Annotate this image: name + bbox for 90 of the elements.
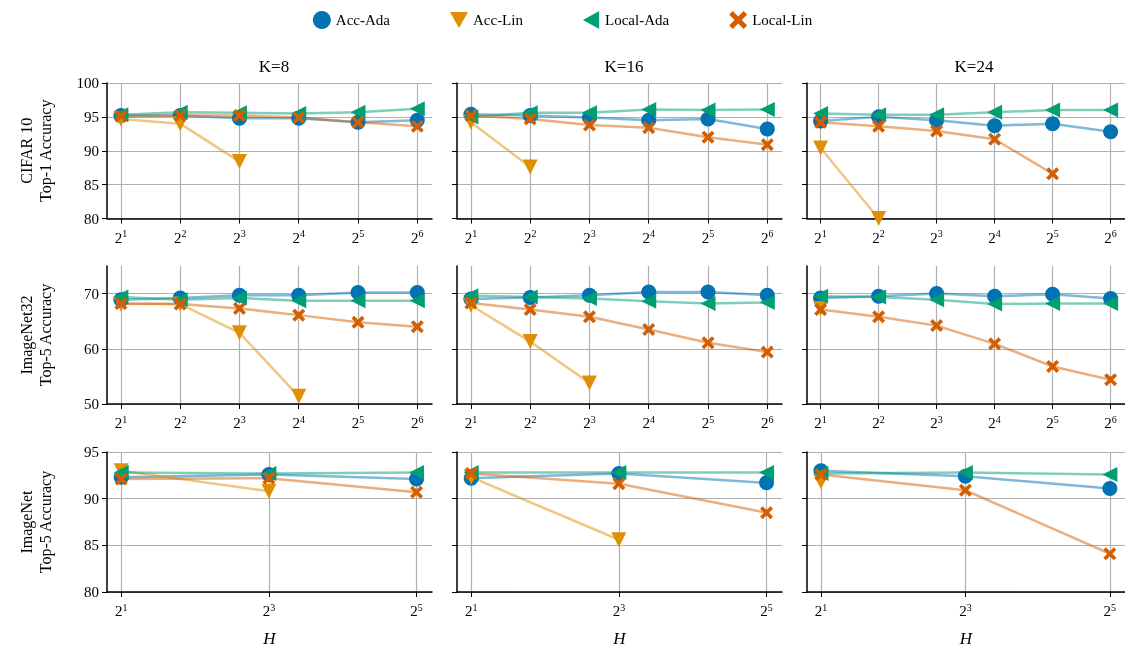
point: [759, 121, 775, 137]
point: [291, 388, 307, 404]
point: [872, 310, 886, 324]
point: [1103, 124, 1119, 140]
point: [701, 130, 715, 144]
y-axis-title: ImageNet Top-5 Accuracy: [18, 470, 55, 574]
y-tick-label: 95: [84, 444, 99, 460]
point: [409, 101, 425, 117]
x-axis-title: H: [262, 629, 278, 648]
point: [987, 104, 1003, 120]
point: [700, 284, 716, 300]
point: [813, 105, 829, 121]
y-axis-title: ImageNet32 Top-5 Accuracy: [18, 283, 55, 387]
point: [988, 337, 1002, 351]
point: [642, 121, 656, 135]
point: [582, 118, 596, 132]
point: [409, 293, 425, 309]
point: [642, 322, 656, 336]
y-tick-label: 60: [84, 340, 99, 357]
point: [291, 293, 307, 309]
legend-label: Acc-Ada: [335, 12, 391, 28]
point: [760, 506, 774, 520]
point: [700, 102, 716, 118]
point: [612, 477, 626, 491]
y-tick-label: 95: [84, 108, 99, 125]
point: [760, 138, 774, 152]
point: [1045, 116, 1061, 132]
point: [929, 292, 945, 308]
point: [1104, 373, 1118, 387]
y-tick-label: 50: [84, 396, 99, 412]
point: [1046, 359, 1060, 373]
point: [1102, 466, 1118, 482]
point: [410, 320, 424, 334]
chart-title: K=16: [604, 57, 644, 76]
y-axis-title: CIFAR 10 Top-1 Accuracy: [18, 99, 55, 202]
point: [1046, 167, 1060, 181]
point: [1045, 296, 1061, 312]
point: [409, 465, 425, 481]
chart-title: K=24: [954, 57, 994, 76]
point: [523, 112, 537, 126]
point: [232, 302, 246, 315]
point: [410, 485, 424, 499]
y-tick-label: 80: [84, 210, 99, 227]
point: [231, 325, 247, 341]
point: [1103, 296, 1119, 312]
point: [700, 296, 716, 312]
point: [523, 303, 537, 317]
legend-label: Acc-Lin: [472, 12, 524, 28]
y-tick-label: 100: [76, 75, 99, 91]
point: [930, 319, 944, 333]
point: [522, 334, 538, 350]
point: [351, 315, 365, 329]
chart-title: K=8: [258, 57, 290, 76]
y-tick-label: 85: [84, 176, 99, 193]
point: [987, 296, 1003, 312]
point: [582, 310, 596, 324]
point: [1045, 102, 1061, 118]
point: [581, 291, 597, 307]
y-tick-label: 80: [84, 584, 99, 600]
point: [987, 118, 1003, 134]
y-tick-label: 85: [84, 537, 99, 554]
point: [350, 104, 366, 120]
point: [641, 293, 657, 309]
point: [1103, 102, 1119, 118]
point: [759, 101, 775, 117]
y-tick-label: 90: [84, 142, 99, 159]
legend-label: Local-Ada: [605, 12, 670, 28]
point: [760, 345, 774, 359]
y-tick-label: 90: [84, 490, 99, 507]
point: [581, 375, 597, 391]
point: [231, 154, 247, 170]
point: [581, 105, 597, 121]
legend-label: Local-Lin: [752, 12, 813, 28]
point: [759, 294, 775, 310]
point: [929, 107, 945, 123]
y-tick-label: 70: [84, 285, 99, 302]
x-axis-title: H: [958, 629, 974, 648]
point: [701, 336, 715, 350]
point: [410, 119, 424, 133]
point: [292, 308, 306, 322]
point: [930, 124, 944, 138]
point: [1102, 480, 1118, 496]
point: [872, 119, 886, 133]
x-axis-title: H: [612, 629, 628, 648]
point: [350, 293, 366, 309]
point: [988, 132, 1002, 146]
point: [1103, 547, 1117, 561]
point: [958, 483, 972, 497]
point: [641, 101, 657, 117]
point: [262, 471, 276, 485]
